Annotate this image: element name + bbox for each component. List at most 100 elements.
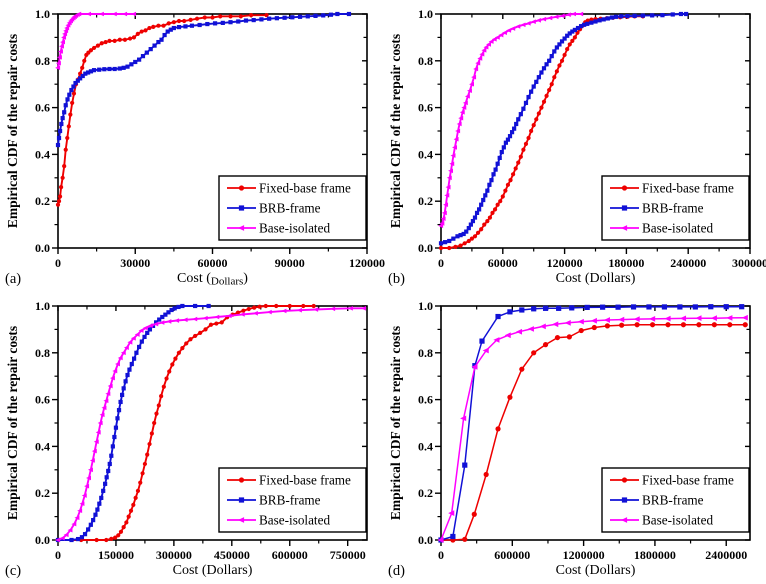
marker-square: [630, 304, 637, 310]
marker-triangle: [159, 320, 165, 325]
axes: 0 150000 300000 450000 600000 750000 0.0 0.2 0.4…: [35, 299, 367, 562]
marker-triangle: [86, 475, 91, 481]
marker-circle: [188, 337, 193, 342]
series-base-isolated-markers: [55, 11, 137, 71]
marker-square: [86, 70, 91, 75]
marker-circle: [149, 431, 154, 436]
marker-square: [162, 32, 167, 38]
y-tick-label: 0.4: [418, 147, 433, 161]
marker-square: [137, 57, 142, 62]
marker-circle: [228, 14, 233, 19]
marker-circle: [156, 403, 161, 408]
marker-circle: [508, 178, 513, 183]
marker-circle: [62, 164, 67, 169]
series-base-isolated: [437, 314, 748, 543]
marker-square: [549, 54, 554, 59]
marker-square: [176, 25, 182, 30]
y-tick-label: 0.4: [35, 439, 50, 453]
marker-circle: [184, 341, 189, 346]
marker-circle: [63, 147, 68, 152]
series-base-isolated-markers: [55, 306, 367, 543]
marker-triangle: [502, 30, 507, 36]
marker-triangle: [77, 508, 83, 514]
x-tick-label: 0: [438, 548, 444, 562]
y-tick-label: 0.4: [35, 147, 50, 161]
marker-circle: [135, 31, 140, 36]
marker-square: [129, 361, 134, 367]
series-fixed-base-frame-line: [57, 305, 315, 541]
marker-square: [129, 62, 134, 67]
marker-circle: [516, 160, 521, 165]
legend-label: BRB-frame: [259, 493, 321, 508]
x-tick-label: 30000: [120, 256, 150, 270]
marker-square: [514, 121, 519, 127]
marker-triangle: [493, 337, 500, 343]
marker-square: [120, 392, 125, 398]
marker-triangle: [679, 315, 687, 322]
marker-circle: [534, 117, 539, 122]
y-tick-label: 0.6: [35, 393, 50, 407]
y-tick-label: 0.0: [35, 533, 50, 547]
panel-d: 0 600000 1200000 1800000 2400000 0.0 0.2 0.4 0.6…: [383, 292, 766, 584]
marker-triangle: [445, 184, 451, 190]
marker-circle: [246, 306, 251, 312]
marker-square: [461, 231, 466, 237]
y-tick-label: 1.0: [418, 299, 433, 313]
marker-circle: [621, 477, 628, 483]
x-axis-label: Cost (Dollars): [173, 563, 253, 578]
marker-square: [97, 501, 102, 506]
marker-square: [88, 69, 94, 74]
x-tick-label: 240000: [670, 256, 706, 270]
axes: 0 600000 1200000 1800000 2400000 0.0 0.2 0.4 0.6…: [418, 299, 750, 562]
marker-circle: [203, 327, 208, 332]
marker-triangle: [122, 11, 128, 17]
marker-circle: [557, 63, 562, 68]
marker-square: [145, 330, 150, 336]
marker-square: [156, 39, 161, 45]
marker-square: [552, 49, 557, 54]
x-tick-label: 90000: [275, 256, 305, 270]
marker-square: [86, 527, 91, 532]
marker-triangle: [590, 317, 597, 324]
marker-square: [481, 197, 486, 203]
marker-circle: [99, 41, 104, 46]
marker-square: [212, 21, 218, 26]
marker-square: [582, 22, 587, 27]
marker-square: [236, 19, 241, 24]
marker-square: [565, 33, 570, 38]
marker-square: [60, 116, 65, 121]
marker-circle: [566, 334, 572, 340]
panel-a: 0 30000 60000 90000 120000 0.0 0.2 0.4 0.6 0.8 1.0…: [0, 0, 385, 292]
marker-circle: [578, 327, 584, 334]
marker-square: [110, 444, 115, 449]
marker-square: [95, 507, 100, 512]
series-base-isolated-line: [57, 307, 365, 541]
cdf-chart-a: 0 30000 60000 90000 120000 0.0 0.2 0.4 0.6 0.8 1.0…: [5, 7, 385, 288]
marker-circle: [621, 185, 628, 191]
marker-circle: [235, 310, 241, 315]
marker-circle: [128, 508, 134, 513]
marker-triangle: [515, 328, 523, 335]
legend: Fixed-base frame BRB-frame Base-isolated: [218, 175, 367, 241]
marker-circle: [176, 18, 182, 24]
marker-circle: [469, 236, 474, 241]
marker-circle: [133, 495, 138, 500]
marker-square: [670, 12, 675, 17]
marker-circle: [55, 202, 61, 207]
marker-square: [547, 58, 552, 63]
marker-square: [542, 305, 549, 311]
marker-triangle: [443, 202, 449, 208]
marker-triangle: [55, 537, 61, 543]
marker-circle: [523, 141, 529, 146]
marker-triangle: [438, 223, 444, 229]
marker-circle: [161, 23, 166, 28]
series-fixed-base-frame: [55, 13, 269, 207]
marker-triangle: [649, 316, 656, 322]
marker-square: [609, 15, 615, 20]
marker-circle: [95, 43, 101, 48]
marker-square: [57, 128, 63, 134]
marker-triangle: [142, 325, 148, 331]
y-tick-label: 1.0: [35, 7, 50, 21]
marker-triangle: [494, 35, 500, 40]
